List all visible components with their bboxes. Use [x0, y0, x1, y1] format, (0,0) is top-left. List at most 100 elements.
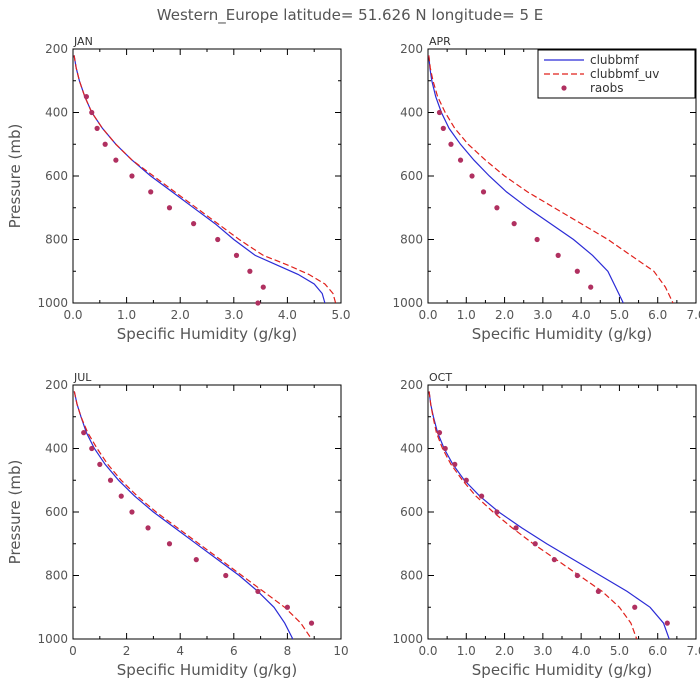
series-line-clubbmf: [73, 55, 326, 303]
series-line-clubbmf: [428, 55, 624, 303]
raobs-point: [452, 461, 458, 467]
raobs-point: [129, 509, 135, 515]
raobs-point: [148, 189, 154, 195]
raobs-point: [107, 477, 114, 483]
x-tick-label: 5.0: [610, 644, 629, 658]
y-tick-label: 1000: [392, 296, 423, 310]
raobs-point: [513, 525, 519, 531]
y-tick-label: 400: [400, 106, 423, 120]
x-tick-label: 6.0: [648, 308, 667, 322]
x-tick-label: 1.0: [117, 308, 136, 322]
raobs-point: [436, 109, 443, 116]
raobs-point: [574, 268, 580, 274]
raobs-point: [118, 493, 124, 499]
raobs-point: [308, 620, 315, 626]
raobs-point: [532, 541, 538, 547]
raobs-point: [448, 141, 454, 147]
x-axis-label: Specific Humidity (g/kg): [472, 661, 652, 679]
legend-label: clubbmf: [590, 53, 639, 67]
panel-label: JUL: [73, 371, 92, 384]
y-tick-label: 200: [45, 42, 68, 56]
figure-title: Western_Europe latitude= 51.626 N longit…: [157, 6, 543, 25]
x-tick-label: 2.0: [495, 308, 514, 322]
raobs-point: [233, 252, 240, 258]
x-tick-label: 0.0: [418, 308, 437, 322]
y-tick-label: 600: [400, 169, 423, 183]
raobs-point: [260, 284, 266, 290]
raobs-point: [145, 525, 151, 531]
panel-label: JAN: [73, 35, 93, 48]
x-tick-label: 0: [69, 644, 77, 658]
raobs-point: [574, 572, 580, 579]
raobs-point: [595, 588, 601, 594]
raobs-point: [632, 604, 638, 610]
y-tick-label: 400: [45, 442, 68, 456]
y-tick-label: 600: [400, 505, 423, 519]
x-tick-label: 4: [176, 644, 184, 658]
x-tick-label: 1.0: [457, 308, 476, 322]
raobs-point: [555, 252, 561, 258]
x-axis-label: Specific Humidity (g/kg): [472, 325, 652, 343]
x-tick-label: 3.0: [224, 308, 243, 322]
x-tick-label: 7.0: [686, 308, 700, 322]
y-tick-label: 800: [400, 233, 423, 247]
raobs-point: [97, 461, 103, 467]
raobs-point: [480, 189, 487, 195]
x-tick-label: 5.0: [331, 308, 350, 322]
raobs-point: [457, 157, 464, 163]
x-tick-label: 6.0: [648, 644, 667, 658]
y-tick-label: 200: [400, 378, 423, 392]
raobs-point: [83, 94, 89, 100]
x-tick-label: 7.0: [686, 644, 700, 658]
panel-jul: JUL 0 2 4 6 8 10 200 400 600 800 1000 Specific Humid…: [6, 371, 349, 679]
legend-label: clubbmf_uv: [590, 67, 659, 81]
y-tick-label: 1000: [392, 632, 423, 646]
y-tick-label: 800: [45, 233, 68, 247]
y-tick-label: 200: [400, 42, 423, 56]
y-axis-label: Pressure (mb): [6, 460, 24, 565]
series-line-clubbmf-uv: [428, 391, 638, 639]
plot-frame: [72, 384, 342, 640]
raobs-point: [129, 173, 135, 179]
raobs-point: [81, 430, 87, 436]
raobs-point: [89, 445, 95, 452]
series-line-clubbmf-uv: [73, 55, 337, 303]
series-line-clubbmf: [73, 391, 294, 639]
raobs-point: [215, 236, 221, 243]
raobs-point: [113, 157, 119, 163]
y-tick-label: 400: [400, 442, 423, 456]
raobs-point: [94, 125, 100, 131]
raobs-point: [494, 205, 500, 211]
x-tick-label: 1.0: [457, 644, 476, 658]
panel-label: OCT: [429, 371, 452, 384]
raobs-point: [442, 445, 448, 452]
x-tick-label: 5.0: [610, 308, 629, 322]
x-tick-label: 2: [123, 644, 131, 658]
raobs-point: [191, 221, 197, 227]
y-tick-label: 600: [45, 505, 68, 519]
panel-apr: APR 0.0 1.0 2.0 3.0 4.0 5.0 6.0 7.0 200 400 600 800 1…: [392, 35, 700, 343]
x-axis-label: Specific Humidity (g/kg): [117, 325, 297, 343]
x-tick-label: 8: [284, 644, 292, 658]
x-tick-label: 3.0: [533, 644, 552, 658]
x-axis-label: Specific Humidity (g/kg): [117, 661, 297, 679]
x-tick-label: 2.0: [495, 644, 514, 658]
x-tick-label: 4.0: [572, 644, 591, 658]
raobs-point: [440, 125, 446, 131]
panel-label: APR: [429, 35, 451, 48]
series-line-clubbmf: [428, 391, 670, 639]
x-tick-label: 0.0: [63, 308, 82, 322]
y-tick-label: 200: [45, 378, 68, 392]
x-tick-label: 0.0: [418, 644, 437, 658]
raobs-point: [588, 284, 594, 290]
legend-marker-raobs: [561, 85, 567, 91]
y-tick-label: 800: [45, 569, 68, 583]
raobs-point: [102, 141, 108, 147]
y-tick-label: 800: [400, 569, 423, 583]
y-tick-label: 1000: [37, 632, 68, 646]
y-tick-label: 600: [45, 169, 68, 183]
raobs-point: [551, 557, 557, 563]
raobs-point: [534, 236, 540, 243]
series-line-clubbmf-uv: [428, 55, 674, 303]
